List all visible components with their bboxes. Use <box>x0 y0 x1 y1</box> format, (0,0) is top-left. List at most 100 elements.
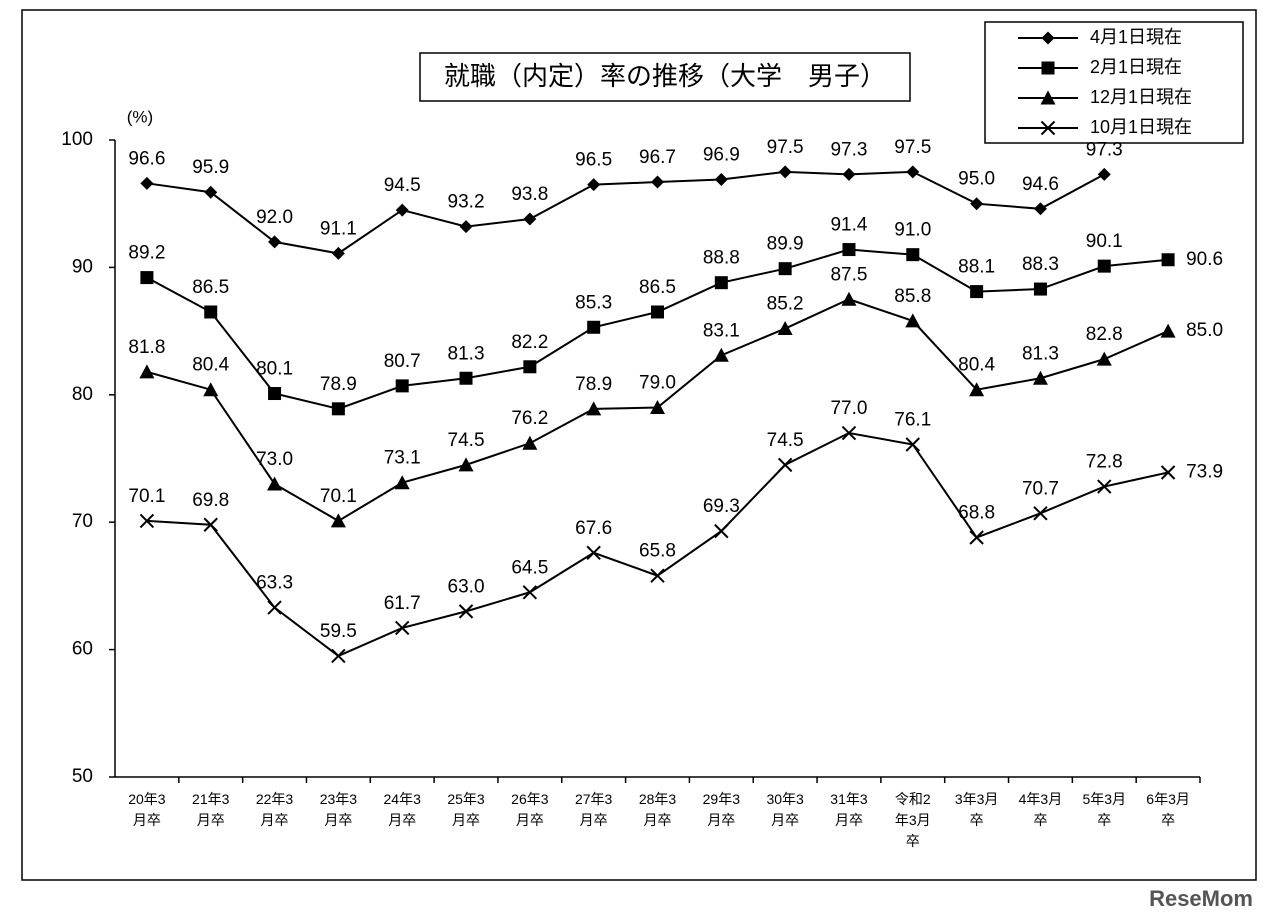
data-point <box>969 530 984 545</box>
data-label: 79.0 <box>639 373 676 394</box>
legend-label: 10月1日現在 <box>1090 117 1192 137</box>
data-point <box>587 178 601 192</box>
data-label: 67.6 <box>575 518 612 539</box>
data-label: 70.7 <box>1022 478 1059 499</box>
data-label: 86.5 <box>192 277 229 298</box>
data-point <box>395 203 409 217</box>
data-point <box>267 600 282 615</box>
data-point <box>841 425 857 441</box>
data-point <box>139 513 155 529</box>
data-label: 85.3 <box>575 292 612 313</box>
data-point <box>394 475 410 490</box>
x-tick-label: 31年3月卒 <box>830 791 868 828</box>
data-label: 77.0 <box>830 398 867 419</box>
data-label: 61.7 <box>384 593 421 614</box>
data-point <box>651 175 664 189</box>
y-tick-label: 50 <box>72 766 93 787</box>
data-point <box>969 382 985 397</box>
data-point <box>714 276 728 290</box>
data-point <box>1033 506 1048 521</box>
data-label: 93.2 <box>448 192 485 213</box>
data-point <box>714 172 728 186</box>
legend-marker <box>1040 90 1056 105</box>
data-point <box>586 401 602 416</box>
data-point <box>522 585 538 600</box>
data-point <box>1161 253 1175 267</box>
data-label: 88.3 <box>1022 254 1059 275</box>
data-point <box>1097 259 1111 273</box>
data-point <box>523 212 537 226</box>
data-label: 96.7 <box>639 147 676 168</box>
data-label: 93.8 <box>511 184 548 205</box>
x-tick-label: 22年3月卒 <box>255 791 294 828</box>
data-point <box>458 457 474 472</box>
data-point <box>268 235 282 249</box>
data-label: 76.2 <box>511 408 548 429</box>
data-label: 88.8 <box>703 248 740 269</box>
data-point <box>777 457 793 473</box>
data-point <box>841 291 857 306</box>
data-point <box>905 313 921 328</box>
x-tick-label: 23年3月卒 <box>319 791 358 828</box>
data-point <box>1097 167 1111 181</box>
x-tick-label: 27年3月卒 <box>574 791 613 828</box>
data-label: 86.5 <box>639 277 676 298</box>
data-label: 69.8 <box>192 490 229 511</box>
x-tick-label: 28年3月卒 <box>638 791 677 828</box>
data-label: 74.5 <box>448 430 485 451</box>
data-label: 83.1 <box>703 320 740 341</box>
data-label: 81.3 <box>448 343 485 364</box>
data-label: 80.1 <box>256 359 293 380</box>
data-label: 96.5 <box>575 150 612 171</box>
data-label: 94.6 <box>1022 174 1059 195</box>
x-tick-label: 6年3月卒 <box>1146 791 1190 828</box>
data-point <box>842 167 856 181</box>
data-label: 88.1 <box>958 257 995 278</box>
data-point <box>331 402 345 416</box>
legend-box <box>984 21 1244 144</box>
data-label: 91.1 <box>320 218 357 239</box>
data-point <box>777 321 793 336</box>
data-point <box>395 379 409 393</box>
data-label: 91.4 <box>830 215 867 236</box>
data-point <box>1032 370 1048 385</box>
data-point <box>906 248 920 262</box>
data-point <box>459 371 473 385</box>
data-label: 97.5 <box>767 137 804 158</box>
data-label: 73.0 <box>256 449 293 470</box>
data-point <box>587 320 601 334</box>
data-label: 96.6 <box>128 148 165 169</box>
data-point <box>714 523 729 539</box>
data-point <box>713 347 729 362</box>
data-label: 85.8 <box>894 286 931 307</box>
legend-label: 12月1日現在 <box>1090 87 1192 107</box>
data-label: 64.5 <box>511 557 548 578</box>
data-point <box>1033 282 1047 296</box>
data-label: 78.9 <box>320 374 357 395</box>
title-box <box>419 52 911 102</box>
data-point <box>970 285 984 299</box>
data-label: 96.9 <box>703 145 740 166</box>
data-label: 90.6 <box>1186 249 1223 270</box>
x-tick-label: 5年3月卒 <box>1082 791 1127 828</box>
legend-label: 4月1日現在 <box>1090 27 1182 47</box>
y-tick-label: 80 <box>72 384 93 405</box>
data-label: 97.5 <box>894 137 931 158</box>
y-tick-label: 60 <box>72 639 93 660</box>
data-point <box>778 165 792 179</box>
data-label: 80.7 <box>384 351 421 372</box>
data-point <box>1160 323 1176 338</box>
data-point <box>1033 202 1047 216</box>
data-label: 68.8 <box>958 503 995 524</box>
x-tick-label: 29年3月卒 <box>702 791 740 828</box>
data-label: 89.2 <box>128 243 165 264</box>
data-point <box>970 197 984 211</box>
legend-marker <box>1040 120 1056 136</box>
x-tick-label: 3年3月卒 <box>954 791 999 828</box>
data-label: 82.2 <box>511 332 548 353</box>
data-point <box>140 271 154 285</box>
data-point <box>203 517 218 532</box>
x-tick-label: 30年3月卒 <box>766 791 804 828</box>
data-point <box>906 165 920 179</box>
